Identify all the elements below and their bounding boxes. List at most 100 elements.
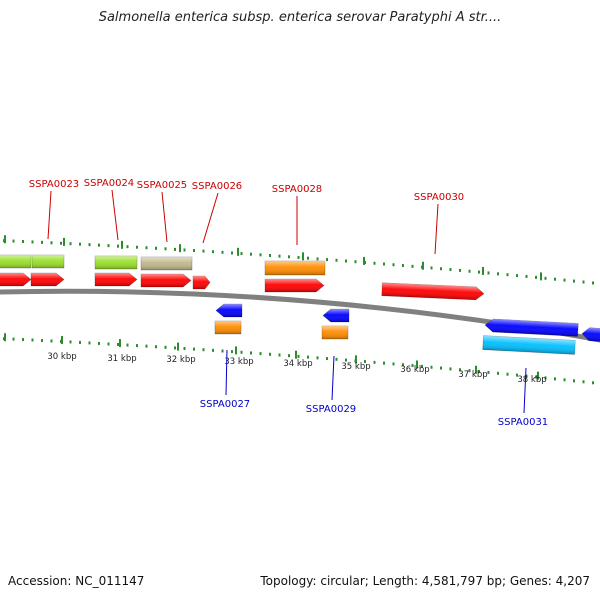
tick-mark-minor xyxy=(411,364,414,368)
cog-box-sspa0025 xyxy=(140,256,193,271)
tick-mark-minor xyxy=(497,371,499,375)
gene-label-leader xyxy=(523,367,527,414)
tick-mark-major xyxy=(540,272,542,281)
tick-mark-minor xyxy=(449,367,452,371)
tick-mark-minor xyxy=(183,248,186,252)
tick-mark-major xyxy=(179,244,181,253)
tick-mark-minor xyxy=(31,240,34,244)
gene-label: SSPA0031 xyxy=(498,417,548,428)
tick-mark-minor xyxy=(88,243,91,247)
tick-mark-minor xyxy=(373,261,376,265)
tick-mark-minor xyxy=(497,272,499,276)
tick-mark-minor xyxy=(554,377,556,381)
tick-mark-minor xyxy=(69,340,72,344)
tick-mark-minor xyxy=(373,360,376,364)
tick-mark-minor xyxy=(259,352,262,356)
tick-mark-minor xyxy=(60,241,62,245)
tick-track-outer xyxy=(3,235,594,285)
tick-mark-minor xyxy=(459,368,461,372)
tick-mark-minor xyxy=(535,275,537,279)
tick-mark-major xyxy=(237,247,239,256)
tick-mark-minor xyxy=(326,258,328,262)
gene-label: SSPA0029 xyxy=(306,404,356,415)
tick-mark-minor xyxy=(478,370,480,374)
tick-mark-major xyxy=(61,335,63,344)
tick-mark-major xyxy=(177,342,179,351)
tick-mark-minor xyxy=(411,264,414,268)
tick-mark-minor xyxy=(193,347,195,351)
gene-label: SSPA0027 xyxy=(200,399,250,410)
tick-mark-minor xyxy=(202,348,205,352)
cds-reverse-sspa0027 xyxy=(215,303,243,318)
scale-tick-label: 30 kbp xyxy=(47,352,76,362)
tick-mark-minor xyxy=(440,267,442,271)
tick-mark-minor xyxy=(22,338,24,342)
scale-tick-label: 32 kbp xyxy=(166,355,195,365)
gene-features xyxy=(0,254,600,355)
tick-mark-minor xyxy=(525,374,528,378)
tick-mark-minor xyxy=(126,245,129,249)
tick-mark-minor xyxy=(164,247,167,251)
tick-mark-minor xyxy=(98,341,100,345)
tick-mark-minor xyxy=(164,345,167,349)
scale-tick-label: 37 kbp xyxy=(458,370,487,380)
tick-mark-minor xyxy=(69,242,72,246)
cds-forward-sspa0023b xyxy=(30,272,65,287)
tick-mark-minor xyxy=(50,339,53,343)
tick-mark-minor xyxy=(487,271,490,275)
tick-mark-minor xyxy=(449,268,452,272)
tick-mark-major xyxy=(295,350,297,359)
tick-mark-minor xyxy=(22,239,24,243)
cds-reverse-sspa0029 xyxy=(322,308,350,323)
tick-mark-minor xyxy=(383,361,385,365)
tick-mark-minor xyxy=(145,246,148,250)
tick-mark-minor xyxy=(544,376,547,380)
cog-box-sspa0028 xyxy=(264,260,326,276)
gene-label-leader xyxy=(47,190,52,240)
tick-mark-major xyxy=(121,240,123,249)
tick-mark-minor xyxy=(117,244,119,248)
tick-mark-minor xyxy=(592,281,594,285)
tick-mark-minor xyxy=(402,264,404,268)
tick-mark-minor xyxy=(392,362,395,366)
tick-mark-major xyxy=(302,252,304,261)
tick-mark-minor xyxy=(193,249,195,253)
tick-mark-minor xyxy=(221,250,224,254)
scale-tick-label: 31 kbp xyxy=(107,354,136,364)
genome-summary-text: Topology: circular; Length: 4,581,797 bp… xyxy=(260,574,590,588)
tick-mark-minor xyxy=(582,380,585,384)
tick-mark-major xyxy=(235,346,237,355)
tick-mark-major xyxy=(416,360,418,369)
tick-mark-minor xyxy=(421,364,423,368)
tick-mark-minor xyxy=(288,255,290,259)
tick-mark-minor xyxy=(430,365,433,369)
tick-mark-minor xyxy=(221,349,224,353)
tick-mark-minor xyxy=(506,372,509,376)
tick-mark-minor xyxy=(459,268,461,272)
scale-tick-label: 34 kbp xyxy=(283,359,312,369)
tick-mark-minor xyxy=(107,342,110,346)
tick-mark-minor xyxy=(98,243,100,247)
cds-forward-sspa0030 xyxy=(381,282,485,301)
tick-mark-minor xyxy=(392,263,395,267)
tick-mark-major xyxy=(4,235,6,244)
tick-mark-minor xyxy=(316,257,319,261)
tick-mark-minor xyxy=(212,348,214,352)
accession-text: Accession: NC_011147 xyxy=(8,574,145,588)
tick-mark-minor xyxy=(525,274,528,278)
tick-mark-minor xyxy=(231,251,233,255)
tick-mark-major xyxy=(355,355,357,364)
gene-label: SSPA0026 xyxy=(192,181,242,192)
cds-forward-sspa0023 xyxy=(0,272,32,287)
cog-box-sspa0023 xyxy=(0,254,32,269)
tick-mark-minor xyxy=(307,256,309,260)
tick-mark-minor xyxy=(487,370,490,374)
tick-mark-minor xyxy=(202,249,205,253)
tick-mark-minor xyxy=(468,369,471,373)
cds-forward-sspa0025 xyxy=(140,273,192,288)
gene-label-leader xyxy=(161,191,168,243)
tick-mark-minor xyxy=(307,355,309,359)
gene-label-leader xyxy=(202,192,219,244)
tick-mark-minor xyxy=(269,253,271,257)
